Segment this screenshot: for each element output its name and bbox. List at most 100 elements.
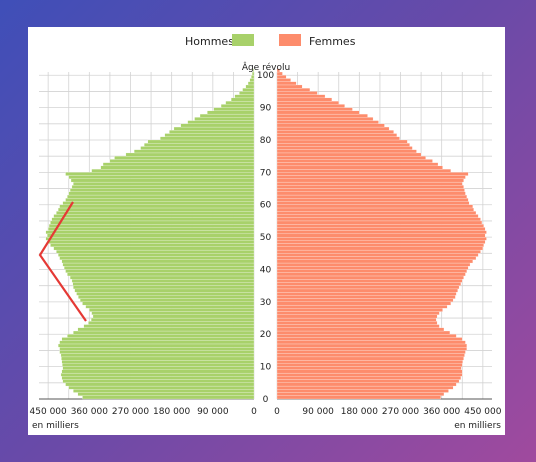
bar-hommes — [60, 353, 255, 358]
bar-femmes — [276, 172, 469, 176]
bar-hommes — [92, 314, 255, 319]
bar-femmes — [276, 143, 410, 147]
bar-hommes — [47, 233, 255, 238]
bar-femmes — [276, 360, 463, 364]
bar-femmes — [276, 94, 326, 99]
bar-hommes — [68, 385, 255, 390]
y-tick-label: 10 — [260, 363, 272, 373]
bar-femmes — [276, 113, 368, 118]
bar-femmes — [276, 343, 467, 348]
red-chevron-annotation — [38, 201, 87, 322]
bar-hommes — [67, 272, 255, 277]
bar-hommes — [242, 88, 255, 92]
bar-hommes — [61, 376, 255, 380]
bar-hommes — [50, 243, 255, 247]
bar-hommes — [249, 78, 255, 82]
legend-swatch-hommes — [232, 34, 254, 46]
x-tick-label-right: 360 000 — [423, 407, 460, 417]
bar-hommes — [89, 308, 255, 312]
axis-title: Âge révolu — [242, 61, 290, 73]
bar-femmes — [276, 146, 413, 150]
bar-femmes — [276, 185, 464, 189]
bar-femmes — [276, 159, 433, 163]
bar-femmes — [276, 253, 479, 257]
x-tick-label-left: 180 000 — [153, 407, 190, 417]
bar-hommes — [225, 101, 255, 105]
bar-femmes — [276, 139, 408, 144]
x-tick-label-left: 360 000 — [71, 407, 108, 417]
legend-label-hommes: Hommes — [185, 35, 234, 48]
y-tick-label: 30 — [260, 298, 272, 308]
bar-hommes — [62, 366, 255, 370]
bar-hommes — [78, 295, 255, 299]
bar-hommes — [169, 130, 255, 134]
bar-femmes — [276, 314, 438, 319]
bar-femmes — [276, 191, 466, 196]
bar-hommes — [77, 392, 255, 396]
bar-hommes — [48, 240, 255, 244]
bar-femmes — [276, 324, 440, 328]
bar-femmes — [276, 214, 479, 218]
bar-femmes — [276, 81, 297, 86]
bar-femmes — [276, 204, 473, 209]
bar-hommes — [53, 246, 255, 251]
bar-hommes — [239, 91, 255, 95]
bar-hommes — [125, 152, 255, 157]
bar-hommes — [59, 204, 255, 209]
bar-hommes — [50, 220, 255, 225]
bar-hommes — [69, 275, 255, 280]
bar-femmes — [276, 136, 400, 141]
bar-hommes — [187, 120, 255, 124]
bar-femmes — [276, 78, 291, 82]
bar-hommes — [109, 159, 255, 163]
bar-hommes — [252, 68, 255, 73]
annotation-overlay — [38, 201, 87, 322]
bar-hommes — [58, 343, 255, 348]
bar-hommes — [114, 156, 255, 160]
bar-hommes — [67, 334, 255, 338]
bar-femmes — [276, 75, 287, 79]
bar-hommes — [71, 279, 255, 283]
bar-hommes — [234, 94, 255, 99]
bar-femmes — [276, 230, 487, 235]
bar-femmes — [276, 369, 463, 374]
bar-hommes — [68, 175, 255, 179]
bar-hommes — [199, 113, 255, 118]
bar-femmes — [276, 224, 484, 228]
bar-hommes — [58, 253, 255, 257]
bar-hommes — [140, 146, 255, 150]
bar-femmes — [276, 311, 440, 315]
bar-hommes — [91, 169, 255, 173]
bar-hommes — [73, 285, 255, 290]
bar-hommes — [102, 162, 255, 167]
bar-hommes — [251, 75, 255, 79]
bar-femmes — [276, 347, 467, 351]
bar-hommes — [134, 149, 255, 154]
y-tick-label: 90 — [260, 104, 272, 114]
bar-femmes — [276, 356, 464, 361]
bar-femmes — [276, 123, 385, 128]
bar-femmes — [276, 130, 394, 134]
bar-femmes — [276, 392, 445, 396]
bar-hommes — [147, 139, 255, 144]
bar-femmes — [276, 249, 481, 254]
y-tick-label: 80 — [260, 136, 272, 146]
bar-hommes — [56, 211, 255, 215]
bar-femmes — [276, 101, 339, 105]
tick-labels: 0 10 20 30 40 50 60 70 80 90 100 450 000 360 000 270 … — [30, 71, 502, 417]
y-tick-label: 70 — [260, 168, 272, 178]
bar-femmes — [276, 162, 439, 167]
bar-femmes — [276, 217, 481, 222]
bar-hommes — [61, 356, 255, 361]
bar-hommes — [56, 249, 255, 254]
bar-femmes — [276, 366, 462, 370]
bar-femmes — [276, 117, 374, 121]
bar-hommes — [194, 117, 255, 121]
bar-femmes — [276, 292, 457, 296]
bar-hommes — [247, 81, 255, 86]
bar-hommes — [67, 194, 255, 199]
bar-hommes — [220, 104, 255, 108]
bar-femmes — [276, 175, 466, 179]
legend-label-femmes: Femmes — [309, 35, 356, 48]
bar-hommes — [64, 266, 255, 270]
